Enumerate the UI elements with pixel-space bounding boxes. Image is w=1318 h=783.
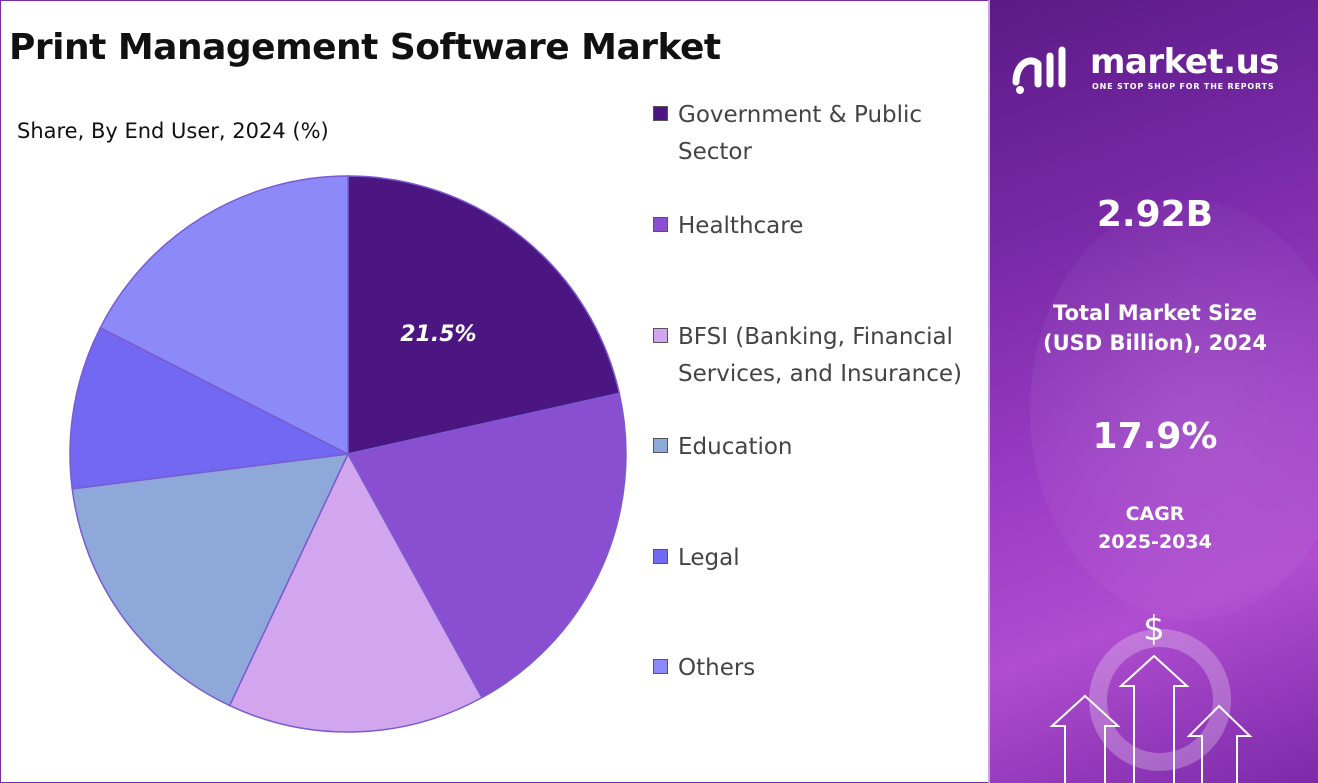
dollar-icon: $ (1143, 609, 1165, 649)
background-glow (1030, 200, 1318, 620)
legend-item-bfsi: BFSI (Banking, Financial Services, and I… (653, 319, 983, 393)
legend-swatch (653, 106, 668, 121)
logo-mark-icon (1012, 46, 1066, 94)
page-title: Print Management Software Market (9, 27, 721, 68)
growth-arrows-decoration: $ (1049, 609, 1253, 783)
arrow-up-icon (1049, 694, 1121, 783)
market-us-logo[interactable]: market.us ONE STOP SHOP FOR THE REPORTS (1010, 42, 1300, 102)
legend-label: Others (678, 655, 756, 681)
logo-wordmark: market.us (1090, 42, 1280, 82)
market-size-caption-line1: Total Market Size (1053, 301, 1257, 325)
legend-swatch (653, 659, 668, 674)
legend-item-government: Government & Public Sector (653, 97, 983, 171)
coin-ring-icon (1089, 629, 1231, 771)
legend-item-education: Education (653, 429, 983, 466)
legend-swatch (653, 217, 668, 232)
legend-swatch (653, 328, 668, 343)
legend-label: Education (678, 434, 793, 460)
legend-label: Government & Public Sector (678, 102, 923, 165)
arrow-up-icon (1186, 704, 1253, 783)
legend-item-healthcare: Healthcare (653, 208, 983, 245)
pie-slice (99, 175, 349, 456)
arrow-up-icon (1118, 654, 1190, 783)
market-size-caption-line2: (USD Billion), 2024 (1042, 331, 1268, 355)
legend-swatch (653, 438, 668, 453)
cagr-value: 17.9% (1092, 416, 1218, 457)
chart-area: Print Management Software Market Share, … (1, 1, 989, 782)
chart-subtitle: Share, By End User, 2024 (%) (17, 119, 329, 143)
pie-slice (347, 175, 621, 455)
pie-slice (71, 453, 350, 707)
side-panel: market.us ONE STOP SHOP FOR THE REPORTS … (988, 0, 1318, 783)
pie-slice (228, 452, 483, 733)
pie-slice (346, 392, 627, 699)
pie-data-label: 21.5% (400, 322, 476, 347)
legend-item-others: Others (653, 650, 983, 687)
pie-slice (69, 326, 351, 490)
cagr-caption-line1: CAGR (1125, 503, 1185, 525)
cagr-caption-line2: 2025-2034 (1098, 531, 1212, 553)
logo-tagline: ONE STOP SHOP FOR THE REPORTS (1092, 82, 1275, 91)
legend-swatch (653, 549, 668, 564)
legend-item-legal: Legal (653, 540, 983, 577)
legend-label: BFSI (Banking, Financial Services, and I… (678, 324, 963, 387)
market-size-value: 2.92B (1096, 194, 1214, 235)
legend-label: Legal (678, 545, 740, 571)
pie-chart: 21.5% (69, 175, 627, 733)
legend-label: Healthcare (678, 213, 804, 239)
